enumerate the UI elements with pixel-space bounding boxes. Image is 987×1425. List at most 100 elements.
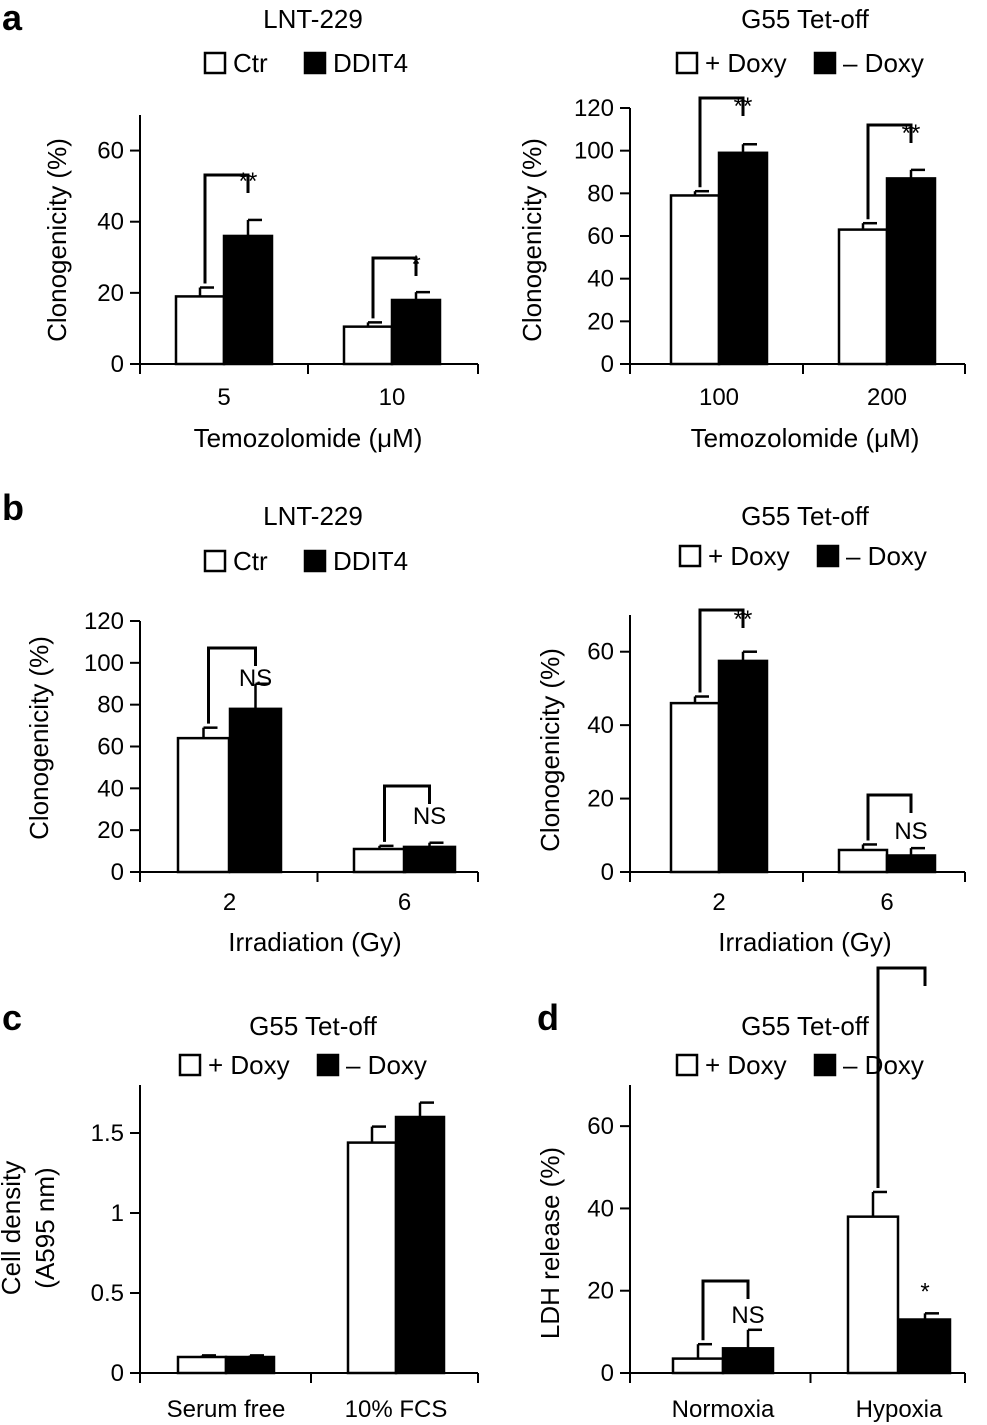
- x-tick-label: 200: [867, 384, 907, 411]
- significance-label: **: [734, 93, 753, 120]
- y-tick-label: 60: [97, 734, 124, 761]
- y-tick-label: 0: [111, 859, 124, 886]
- bar-doxy-10-fcs: [346, 1141, 398, 1375]
- significance-label: NS: [413, 803, 446, 830]
- y-tick-label: 60: [97, 138, 124, 165]
- panel-label-d: d: [537, 997, 559, 1038]
- x-tick-label: Serum free: [167, 1396, 286, 1423]
- y-tick-label: 40: [587, 712, 614, 739]
- y-tick-label: 0: [111, 351, 124, 378]
- y-tick-label: 60: [587, 639, 614, 666]
- bar-ctr-10: [342, 325, 394, 366]
- bar-ddit4-5: [222, 234, 274, 366]
- y-tick-label: 20: [587, 308, 614, 335]
- significance-bracket: [876, 966, 927, 1188]
- chart-title: G55 Tet-off: [741, 4, 869, 34]
- y-tick-label: 100: [84, 650, 124, 677]
- x-tick-label: 6: [398, 889, 411, 916]
- legend-label-ddit4: DDIT4: [333, 48, 408, 78]
- significance-bracket: [866, 793, 913, 841]
- bar-doxy-6: [885, 854, 937, 874]
- y-tick-label: 40: [97, 209, 124, 236]
- bar-doxy-200: [837, 228, 889, 366]
- bar-doxy-hypoxia: [846, 1215, 900, 1375]
- significance-bracket: [203, 173, 250, 284]
- significance-label: **: [734, 606, 753, 633]
- legend-label-doxy: + Doxy: [705, 1050, 787, 1080]
- bar-ddit4-2: [228, 707, 283, 874]
- legend-label-ctr: Ctr: [233, 48, 268, 78]
- panel-label-b: b: [2, 487, 24, 528]
- significance-bracket: [207, 646, 257, 724]
- y-axis-label: Clonogenicity (%): [517, 138, 547, 342]
- significance-bracket: [701, 1279, 750, 1341]
- y-tick-label: 80: [97, 692, 124, 719]
- legend-label-ddit4: DDIT4: [333, 546, 408, 576]
- legend-swatch-ctr: [203, 51, 227, 75]
- chart-a_right: G55 Tet-off + Doxy – Doxy 0 20 40 60 80 100 120 10…: [517, 4, 966, 453]
- y-tick-label: 20: [97, 280, 124, 307]
- x-axis-label: Temozolomide (μM): [691, 423, 920, 453]
- x-tick-label: 2: [223, 889, 236, 916]
- y-axis-label: Cell density (A595 nm): [0, 1161, 60, 1295]
- legend-swatch-doxy: [678, 544, 702, 568]
- y-tick-label: 40: [587, 1195, 614, 1222]
- significance-bracket: [371, 256, 418, 319]
- x-tick-label: 10: [379, 384, 406, 411]
- y-axis-label: Clonogenicity (%): [24, 636, 54, 840]
- legend-swatch-doxy: [816, 544, 840, 568]
- chart-a_left: LNT-229 Ctr DDIT4 0 20 40 60 5 ** 10 * Temozolomide…: [42, 4, 479, 453]
- bar-ddit4-6: [402, 845, 457, 874]
- chart-title: LNT-229: [263, 501, 363, 531]
- significance-label: *: [920, 1278, 929, 1305]
- bar-doxy-10-fcs: [394, 1115, 446, 1375]
- legend-swatch-doxy: [178, 1053, 202, 1077]
- legend-swatch-ctr: [203, 549, 227, 573]
- bar-doxy-normoxia: [671, 1357, 725, 1375]
- legend-label-doxy: + Doxy: [708, 541, 790, 571]
- x-tick-label: 2: [712, 889, 725, 916]
- significance-label: **: [902, 120, 921, 147]
- chart-b_left: LNT-229 Ctr DDIT4 0 20 40 60 80 100 120 2 NS 6 NS Irra…: [24, 501, 479, 957]
- legend-swatch-doxy: [316, 1053, 340, 1077]
- legend-label-ctr: Ctr: [233, 546, 268, 576]
- bar-ctr-6: [352, 847, 407, 874]
- x-tick-label: Hypoxia: [856, 1396, 943, 1423]
- legend-swatch-ddit4: [303, 549, 327, 573]
- legend-label-doxy: – Doxy: [346, 1050, 427, 1080]
- chart-title: LNT-229: [263, 4, 363, 34]
- y-tick-label: 40: [587, 266, 614, 293]
- bar-doxy-100: [717, 151, 769, 366]
- y-tick-label: 20: [587, 1278, 614, 1305]
- significance-bracket: [383, 784, 431, 842]
- legend-swatch-doxy: [813, 51, 837, 75]
- bar-doxy-hypoxia: [898, 1318, 952, 1375]
- significance-label: NS: [731, 1302, 764, 1329]
- y-tick-label: 0.5: [91, 1280, 124, 1307]
- bar-ddit4-10: [390, 298, 442, 366]
- x-axis-label: Temozolomide (μM): [194, 423, 423, 453]
- legend-swatch-doxy: [813, 1053, 837, 1077]
- x-axis-label: Irradiation (Gy): [718, 927, 891, 957]
- panel-label-c: c: [2, 997, 22, 1038]
- bar-doxy-serum-free: [224, 1355, 276, 1375]
- y-axis-label: Clonogenicity (%): [42, 138, 72, 342]
- legend-swatch-ddit4: [303, 51, 327, 75]
- bar-doxy-200: [885, 177, 937, 366]
- bar-doxy-serum-free: [176, 1355, 228, 1375]
- bar-ctr-5: [174, 295, 226, 366]
- y-tick-label: 1: [111, 1200, 124, 1227]
- significance-bracket: [698, 608, 745, 693]
- y-tick-label: 100: [574, 138, 614, 165]
- significance-label: NS: [894, 818, 927, 845]
- legend-label-doxy: + Doxy: [705, 48, 787, 78]
- x-tick-label: 10% FCS: [345, 1396, 448, 1423]
- y-tick-label: 0: [111, 1360, 124, 1387]
- y-tick-label: 1.5: [91, 1120, 124, 1147]
- bar-ctr-2: [176, 736, 231, 874]
- chart-title: G55 Tet-off: [249, 1011, 377, 1041]
- x-tick-label: 6: [880, 889, 893, 916]
- legend-swatch-doxy: [675, 51, 699, 75]
- bar-doxy-6: [837, 848, 889, 874]
- chart-title: G55 Tet-off: [741, 501, 869, 531]
